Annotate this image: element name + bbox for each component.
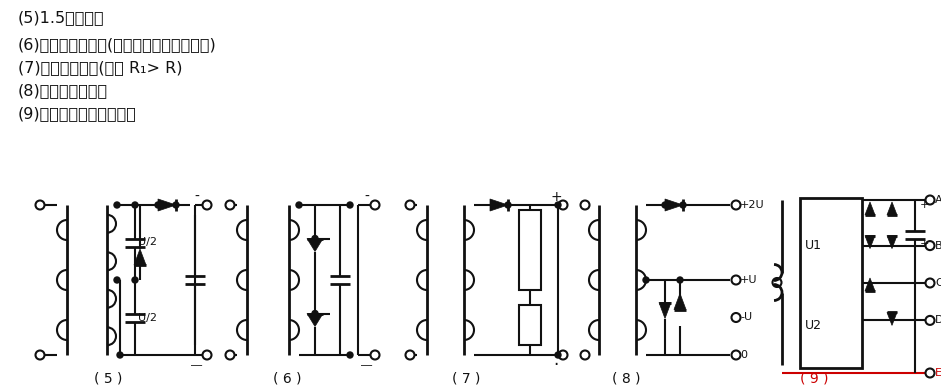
Polygon shape — [865, 278, 875, 291]
Circle shape — [347, 352, 353, 358]
Text: +U: +U — [740, 275, 758, 285]
Text: (6)全波整流新电路(二极管可接接地散热片): (6)全波整流新电路(二极管可接接地散热片) — [18, 37, 216, 53]
Text: 0: 0 — [740, 350, 747, 360]
Text: C: C — [935, 278, 941, 288]
Circle shape — [296, 202, 302, 208]
Circle shape — [555, 352, 561, 358]
Text: ( 6 ): ( 6 ) — [273, 371, 301, 385]
Polygon shape — [887, 312, 897, 325]
Circle shape — [132, 277, 138, 283]
Text: ·: · — [553, 356, 559, 374]
Circle shape — [114, 202, 120, 208]
Text: R: R — [526, 319, 534, 332]
Text: +2U: +2U — [740, 200, 765, 210]
Circle shape — [173, 202, 179, 208]
Text: ―: ― — [191, 360, 202, 370]
Text: U2: U2 — [805, 319, 822, 332]
Circle shape — [680, 202, 686, 208]
Circle shape — [505, 202, 511, 208]
Text: +: + — [550, 190, 562, 204]
Circle shape — [312, 236, 318, 241]
Text: ( 8 ): ( 8 ) — [612, 371, 640, 385]
Text: -: - — [364, 190, 370, 204]
Bar — [519, 210, 541, 290]
Polygon shape — [865, 236, 875, 248]
Text: (5)1.5倍压电路: (5)1.5倍压电路 — [18, 11, 104, 25]
Text: D: D — [935, 316, 941, 325]
Bar — [800, 198, 862, 368]
Circle shape — [132, 202, 138, 208]
Circle shape — [662, 202, 668, 208]
Polygon shape — [674, 294, 686, 310]
Circle shape — [555, 202, 561, 208]
Text: U/2: U/2 — [138, 238, 157, 248]
Polygon shape — [865, 202, 875, 215]
Polygon shape — [887, 202, 897, 215]
Polygon shape — [659, 303, 671, 319]
Text: -U: -U — [740, 312, 752, 323]
Circle shape — [347, 202, 353, 208]
Text: -: - — [195, 190, 199, 204]
Polygon shape — [665, 199, 683, 211]
Text: U1: U1 — [805, 239, 822, 252]
Circle shape — [312, 310, 318, 317]
Polygon shape — [307, 239, 323, 252]
Polygon shape — [887, 236, 897, 248]
Text: E: E — [935, 368, 941, 378]
Text: (8)三倍压整流电路: (8)三倍压整流电路 — [18, 83, 108, 99]
Bar — [519, 305, 541, 345]
Circle shape — [155, 202, 161, 208]
Polygon shape — [490, 199, 508, 211]
Text: (7)单管全波整流(要求 R₁> R): (7)单管全波整流(要求 R₁> R) — [18, 60, 183, 76]
Circle shape — [643, 277, 649, 283]
Text: +: + — [920, 200, 930, 210]
Text: +: + — [920, 239, 930, 248]
Polygon shape — [134, 249, 146, 265]
Circle shape — [677, 277, 683, 283]
Polygon shape — [307, 314, 323, 326]
Circle shape — [114, 277, 120, 283]
Text: R1: R1 — [521, 243, 538, 257]
Text: ( 7 ): ( 7 ) — [452, 371, 480, 385]
Text: ( 5 ): ( 5 ) — [94, 371, 122, 385]
Circle shape — [117, 352, 123, 358]
Text: U/2: U/2 — [138, 312, 157, 323]
Text: (9)五种电压输出整流电路: (9)五种电压输出整流电路 — [18, 106, 136, 122]
Text: ( 9 ): ( 9 ) — [800, 371, 828, 385]
Polygon shape — [158, 199, 176, 211]
Text: B: B — [935, 241, 941, 251]
Text: A: A — [935, 195, 941, 205]
Text: ―: ― — [361, 360, 373, 370]
